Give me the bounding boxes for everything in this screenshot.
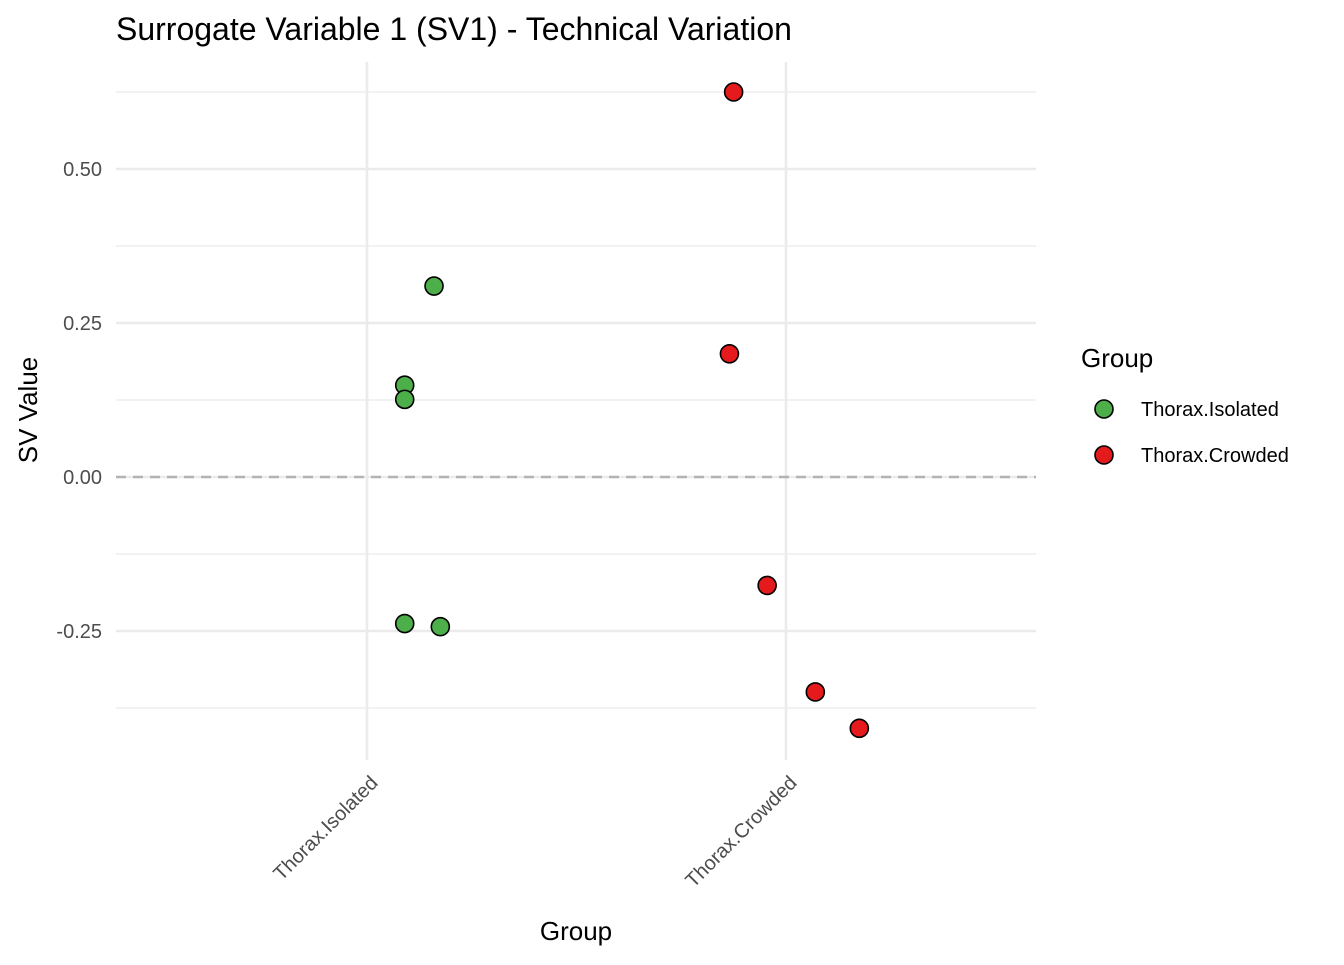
- legend-key: [1094, 399, 1114, 419]
- legend: Group Thorax.Isolated Thorax.Crowded: [1081, 343, 1289, 467]
- data-point: [719, 343, 740, 364]
- legend-key: [1094, 445, 1114, 465]
- chart-title: Surrogate Variable 1 (SV1) - Technical V…: [116, 11, 792, 47]
- y-tick-label: 0.25: [63, 313, 102, 335]
- data-point: [430, 616, 451, 637]
- y-tick-label: 0.00: [63, 467, 102, 489]
- data-point: [394, 613, 415, 634]
- y-axis-label: SV Value: [13, 357, 43, 463]
- x-axis-label: Group: [540, 916, 612, 946]
- data-point: [849, 718, 870, 739]
- legend-label: Thorax.Isolated: [1141, 399, 1279, 421]
- data-point: [723, 82, 744, 102]
- data-point: [424, 276, 444, 296]
- data-point: [757, 575, 777, 596]
- grid-layer: [116, 62, 1036, 760]
- data-point: [394, 389, 415, 410]
- points-layer: [394, 82, 870, 739]
- x-tick-label: Thorax.Crowded: [681, 772, 801, 892]
- axes-layer: -0.25 0.00 0.25 0.50 Thorax.Isolated Thorax.C…: [56, 159, 801, 892]
- y-tick-label: -0.25: [56, 621, 102, 643]
- legend-title: Group: [1081, 343, 1153, 373]
- y-tick-label: 0.50: [63, 159, 102, 181]
- data-point: [805, 682, 826, 702]
- x-tick-label: Thorax.Isolated: [269, 772, 382, 885]
- legend-label: Thorax.Crowded: [1141, 445, 1289, 467]
